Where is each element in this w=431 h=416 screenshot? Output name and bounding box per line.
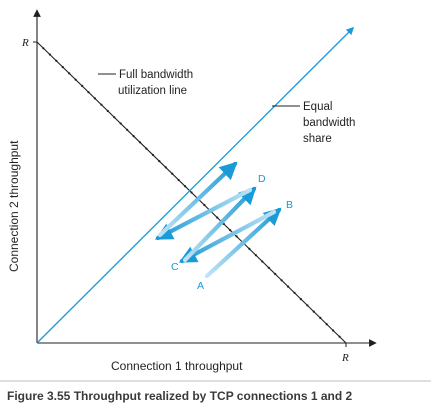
bandwidth-line-dot — [93, 97, 96, 100]
bandwidth-line-dot — [190, 191, 193, 194]
full-bandwidth-label-line2: utilization line — [118, 85, 187, 97]
bandwidth-line-dot — [184, 185, 187, 188]
trajectory-arrow-d-to-e — [154, 187, 253, 241]
full-bandwidth-label-line1: Full bandwidth — [119, 69, 193, 81]
bandwidth-line-dot — [254, 254, 257, 257]
trajectory-arrow-a-to-b — [204, 207, 282, 279]
bandwidth-line-dot — [68, 72, 71, 75]
bandwidth-line-dot — [325, 323, 328, 326]
x-axis-title: Connection 1 throughput — [111, 359, 243, 373]
trajectory-arrow-e-to-f — [157, 161, 238, 238]
bandwidth-line-dot — [287, 285, 290, 288]
bandwidth-line-dot — [119, 122, 122, 125]
bandwidth-line-dot — [113, 116, 116, 119]
full-bandwidth-line-dots — [42, 47, 341, 338]
bandwidth-line-dot — [171, 172, 174, 175]
bandwidth-line-dot — [126, 128, 129, 131]
bandwidth-line-dot — [145, 147, 148, 150]
x-axis-r-label: R — [341, 352, 349, 364]
bandwidth-line-dot — [87, 91, 90, 94]
bandwidth-line-dot — [132, 135, 135, 138]
bandwidth-line-dot — [106, 109, 109, 113]
bandwidth-line-dot — [164, 166, 167, 169]
bandwidth-line-dot — [42, 47, 45, 50]
bandwidth-line-dot — [338, 335, 341, 338]
figure-caption: Figure 3.55 Throughput realized by TCP c… — [7, 389, 352, 403]
bandwidth-line-dot — [216, 216, 219, 219]
trajectory-arrow-b-to-c — [178, 209, 277, 264]
bandwidth-line-dot — [261, 260, 264, 263]
bandwidth-line-dot — [61, 66, 64, 69]
bandwidth-line-dot — [306, 304, 309, 307]
bandwidth-line-dot — [203, 203, 206, 207]
bandwidth-line-dot — [74, 78, 77, 81]
bandwidth-line-dot — [177, 178, 180, 182]
point-label-b: B — [286, 199, 293, 211]
bandwidth-line-dot — [151, 153, 154, 156]
bandwidth-line-dot — [319, 316, 322, 319]
equal-share-line — [36, 26, 355, 344]
bandwidth-line-dot — [81, 84, 84, 87]
bandwidth-line-dot — [332, 329, 335, 332]
bandwidth-line-dot — [138, 141, 142, 144]
equal-share-label-line3: share — [303, 133, 332, 145]
point-label-d: D — [258, 173, 266, 185]
y-axis-r-label: R — [21, 37, 29, 49]
bandwidth-line-dot — [267, 266, 270, 269]
bandwidth-line-dot — [293, 291, 296, 294]
bandwidth-line-dot — [274, 272, 277, 276]
bandwidth-line-dot — [280, 279, 283, 282]
point-label-c: C — [171, 261, 179, 273]
equal-share-label-line2: bandwidth — [303, 117, 355, 129]
bandwidth-line-dot — [299, 298, 302, 301]
trajectory-arrow-c-to-d — [182, 186, 257, 263]
equal-share-label-line1: Equal — [303, 101, 332, 113]
bandwidth-line-dot — [235, 235, 238, 238]
bandwidth-line-dot — [312, 310, 315, 313]
y-axis-title: Connection 2 throughput — [7, 140, 21, 272]
bandwidth-line-dot — [248, 247, 251, 250]
bandwidth-line-dot — [158, 160, 161, 163]
bandwidth-line-dot — [55, 59, 58, 62]
bandwidth-line-dot — [100, 103, 103, 106]
bandwidth-line-dot — [229, 229, 232, 232]
bandwidth-line-dot — [48, 53, 52, 56]
point-label-a: A — [197, 280, 204, 292]
